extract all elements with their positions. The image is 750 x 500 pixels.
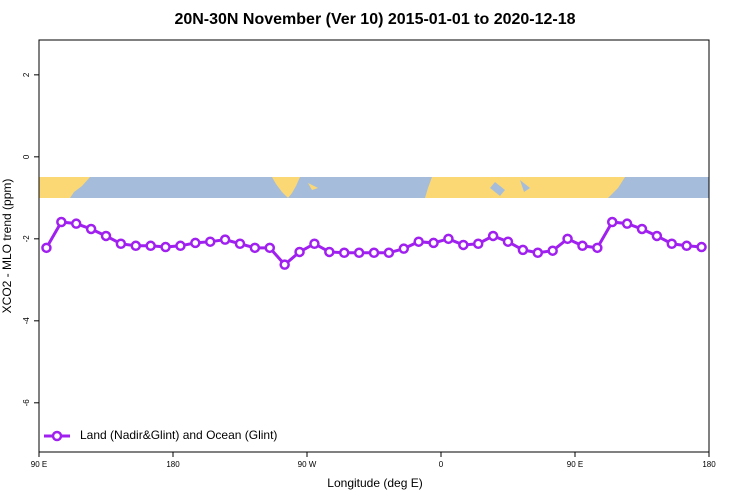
x-tick-label: 0 <box>439 460 444 469</box>
data-point <box>547 245 558 256</box>
data-point <box>41 242 52 254</box>
data-point <box>324 246 335 258</box>
data-point <box>85 223 97 235</box>
y-axis-label: XCO2 - MLO trend (ppm) <box>0 179 14 314</box>
data-point <box>413 236 424 247</box>
data-point <box>517 244 529 256</box>
data-point <box>532 247 544 259</box>
data-point <box>443 233 454 245</box>
data-point <box>428 237 439 249</box>
data-point <box>190 237 201 249</box>
data-point <box>666 238 678 249</box>
data-point <box>100 230 112 242</box>
data-point <box>606 216 618 228</box>
data-point <box>502 236 514 247</box>
data-point <box>56 216 67 228</box>
map-band <box>39 177 709 198</box>
y-tick-label: 0 <box>22 154 31 159</box>
y-tick-label: -4 <box>22 317 31 325</box>
legend-swatch-marker <box>51 430 63 442</box>
data-point <box>160 241 171 253</box>
data-point <box>353 247 365 259</box>
series-line <box>45 220 702 267</box>
y-tick-label: -6 <box>22 399 31 407</box>
data-point <box>651 230 663 242</box>
data-point <box>264 242 276 254</box>
data-point <box>696 241 707 253</box>
data-point <box>383 247 395 259</box>
y-tick-label: -2 <box>22 235 31 243</box>
data-point <box>636 223 648 235</box>
data-point <box>175 240 186 252</box>
x-tick-label: 90 E <box>567 460 583 469</box>
data-point <box>204 236 216 247</box>
data-point <box>562 233 573 245</box>
data-point <box>338 247 350 259</box>
data-point <box>219 234 231 245</box>
data-point <box>279 259 290 270</box>
legend-label: Land (Nadir&Glint) and Ocean (Glint) <box>80 428 277 442</box>
data-point <box>681 240 692 252</box>
x-tick-label: 180 <box>702 460 716 469</box>
data-point <box>70 218 82 229</box>
data-point <box>234 238 246 249</box>
x-tick-label: 90 E <box>31 460 47 469</box>
data-point <box>577 240 588 252</box>
x-tick-label: 180 <box>166 460 180 469</box>
data-point <box>472 238 484 249</box>
data-point <box>145 240 156 252</box>
data-point <box>249 242 261 254</box>
data-point <box>487 230 499 242</box>
data-point <box>130 240 142 252</box>
data-point <box>294 246 305 258</box>
data-point <box>309 238 320 249</box>
data-point <box>398 243 410 254</box>
x-tick-label: 90 W <box>298 460 317 469</box>
data-point <box>368 247 380 259</box>
data-point <box>458 239 469 251</box>
plot-frame <box>38 39 710 453</box>
data-point <box>115 238 127 249</box>
y-tick-label: 2 <box>22 72 31 77</box>
x-axis-label: Longitude (deg E) <box>327 476 422 490</box>
chart-title: 20N-30N November (Ver 10) 2015-01-01 to … <box>174 11 575 28</box>
data-point <box>592 242 603 254</box>
data-point <box>621 218 633 229</box>
